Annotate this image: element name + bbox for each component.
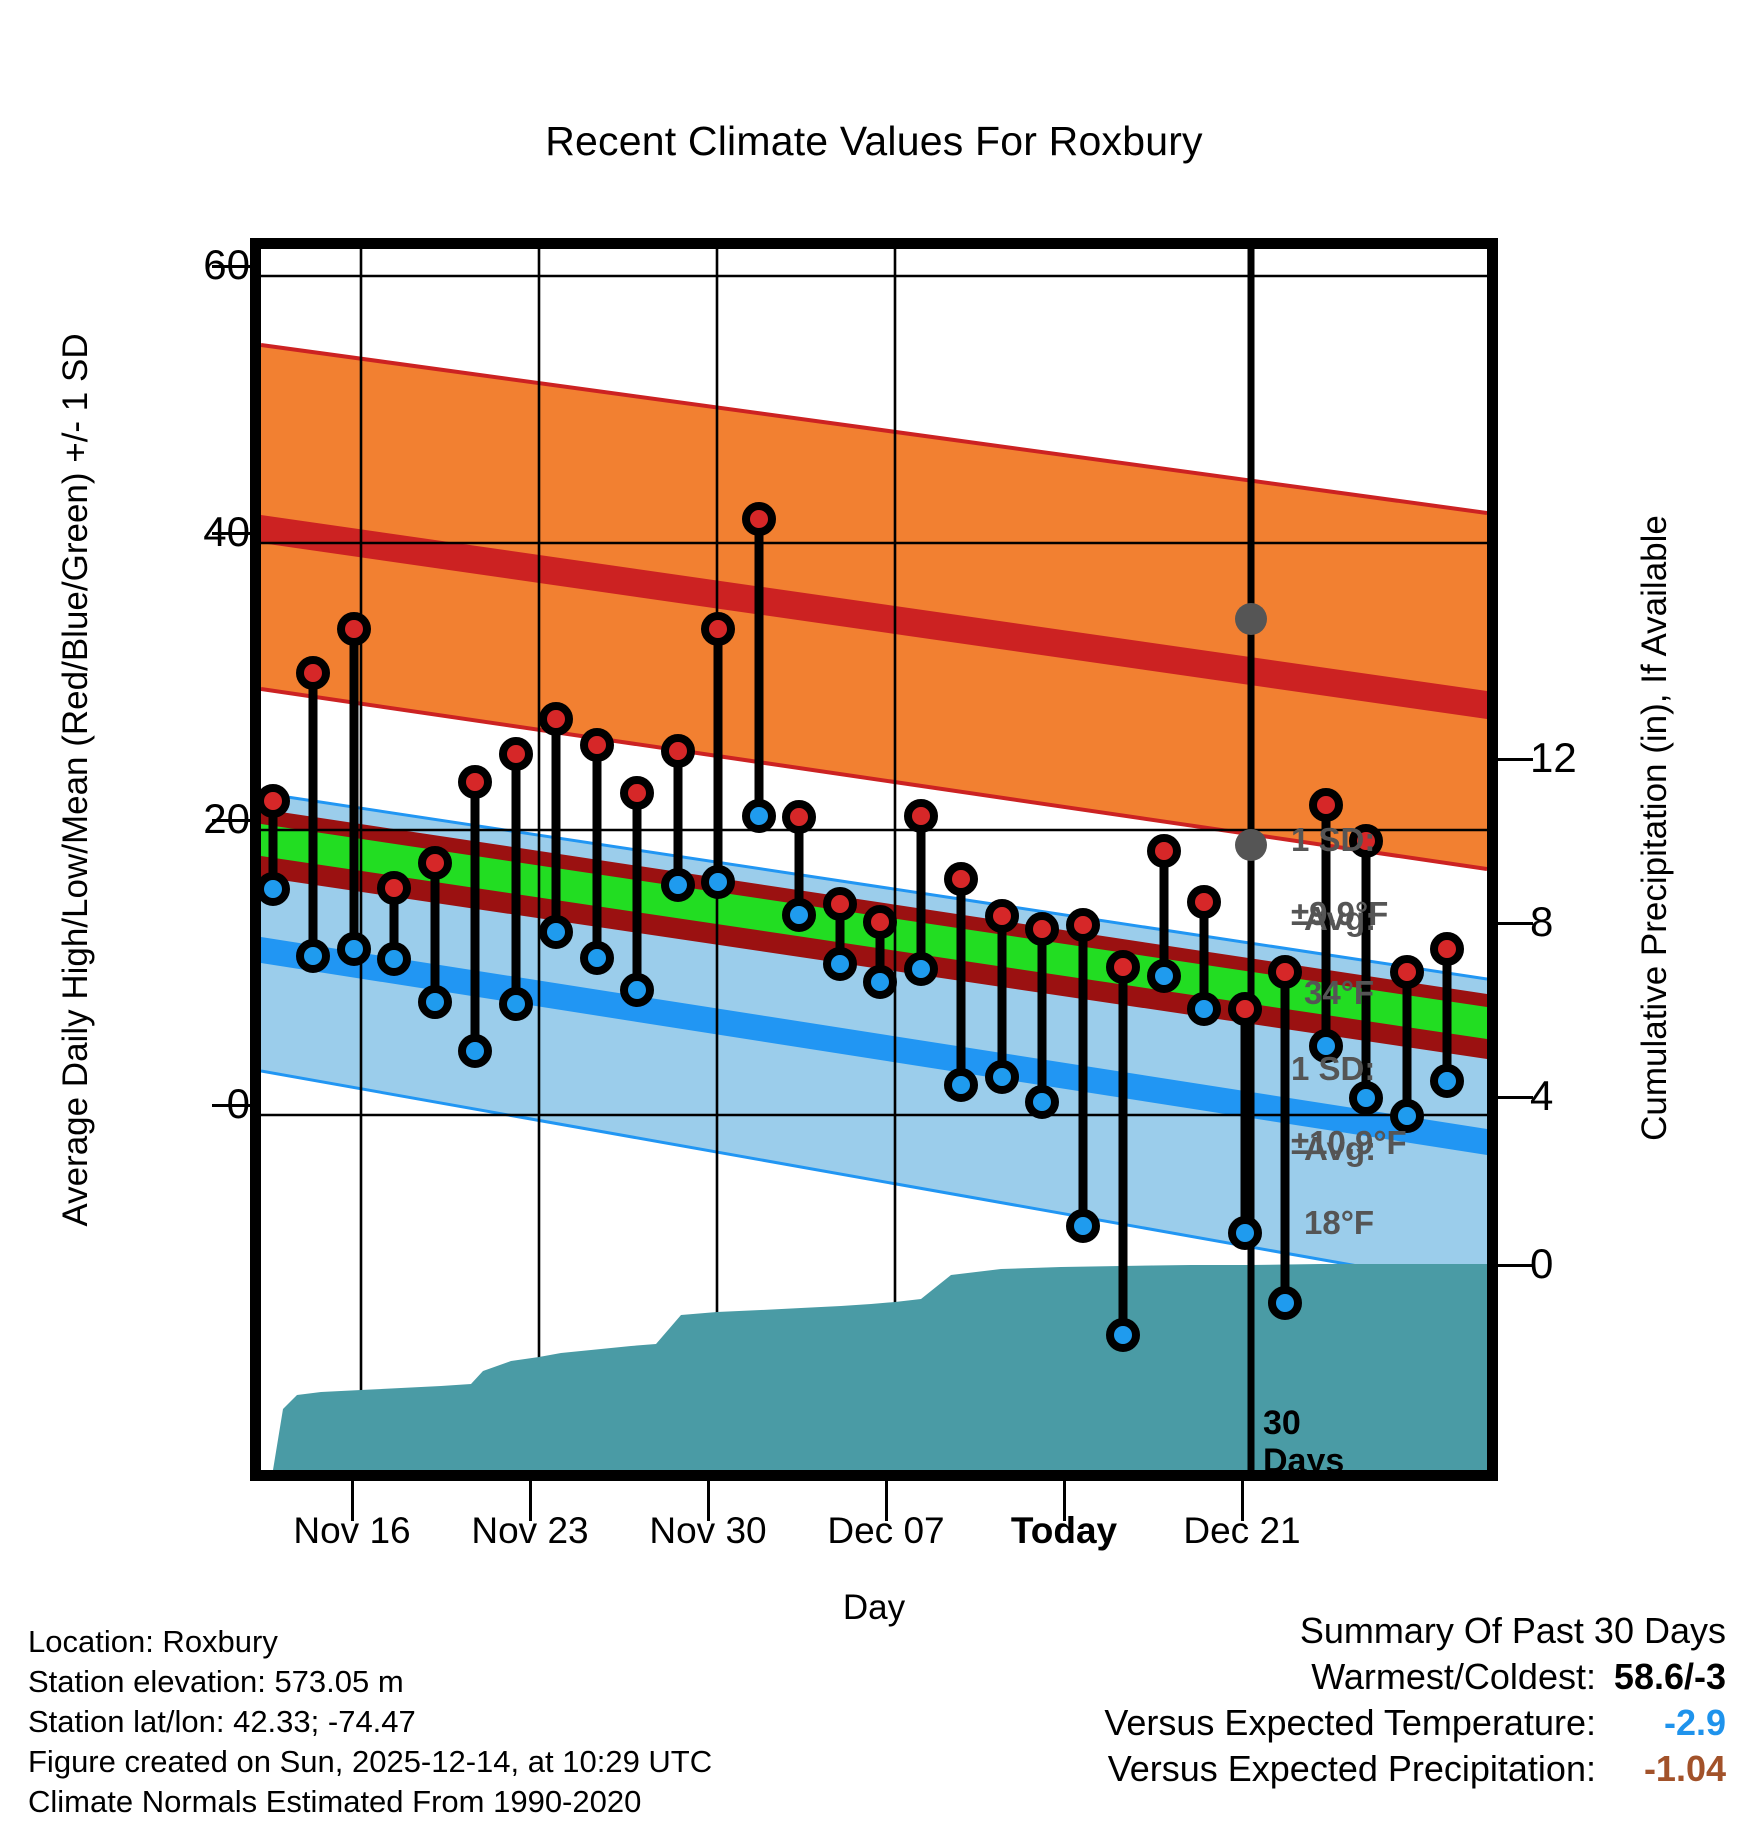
observation-stems [268,519,1452,1335]
precip-area [273,1264,1487,1470]
high-sd-annotation-real: 1 SD: ±9.9°F [1291,785,1388,933]
x-tick-label-today: Today [1010,1510,1118,1551]
x-tick-label-nov16: Nov 16 [293,1510,411,1551]
x-tick-mark-nov30 [707,1481,710,1521]
x-tick-label-nov30: Nov 30 [649,1510,767,1551]
x-tick-label-dec21: Dec 21 [1183,1510,1301,1551]
page-title: Recent Climate Values For Roxbury [545,118,1203,164]
y-tick-left-0: 0 [90,1083,250,1125]
high-sd-lower-edge [261,687,1487,871]
high-sd-label-text: 1 SD: [1291,820,1376,858]
low-markers [261,799,1464,1352]
y-tick-right-0: 0 [1530,1240,1554,1287]
high-sd-upper-edge [261,343,1487,515]
x-tick-label-dec07: Dec 07 [827,1510,945,1551]
summary-vs-precip-label: Versus Expected Precipitation: [1107,1748,1596,1790]
low-sd-annotation: 1 SD: ±10.9°F [1291,1014,1407,1162]
y-tick-right-12: 12 [1530,734,1577,781]
metadata-normals: Climate Normals Estimated From 1990-2020 [28,1783,642,1819]
low-sd-value-text: ±10.9°F [1291,1123,1407,1161]
summary-warmest-coldest-value: 58.6/-3 [1613,1656,1726,1698]
summary-warmest-coldest-label: Warmest/Coldest: [1311,1656,1596,1698]
high-avg-value-text: 34°F [1304,973,1375,1011]
low-avg-annotation: Avg: 18°F [1304,1094,1376,1242]
summary-block: Summary Of Past 30 Days Warmest/Coldest:… [1104,1608,1726,1792]
y-tick-right-4: 4 [1530,1072,1554,1119]
x-tick-mark-nov16 [351,1481,354,1521]
metadata-elevation: Station elevation: 573.05 m [28,1663,404,1699]
summary-vs-temp-value: -2.9 [1663,1702,1726,1744]
normal-high-mean-line [261,515,1487,719]
y-tick-mark-left-40 [212,532,252,535]
y-tick-mark-right-0 [1498,1264,1533,1267]
y-tick-mark-left-60 [212,265,252,268]
low-avg-label-text: Avg: [1304,1129,1377,1167]
y-tick-mark-right-4 [1498,1096,1533,1099]
summary-heading: Summary Of Past 30 Days [1299,1610,1726,1651]
plot-area: 1 SD: ±9.9°F 1 SD: ±9.9°F Avg: 34°F 1 SD:… [250,238,1498,1481]
high-markers [261,502,1464,1026]
metadata-created: Figure created on Sun, 2025-12-14, at 10… [28,1743,713,1779]
metadata-latlon: Station lat/lon: 42.33; -74.47 [28,1703,416,1739]
summary-vs-precip-value: -1.04 [1643,1748,1726,1790]
y-tick-mark-left-20 [212,819,252,822]
x-tick-mark-dec21 [1241,1481,1244,1521]
low-avg-value-text: 18°F [1304,1203,1375,1241]
y-tick-left-20: 20 [203,795,250,842]
y-tick-mark-left-0 [212,1104,252,1107]
x-axis-label: Day [842,1588,906,1627]
high-avg-annotation: Avg: 34°F [1304,864,1376,1012]
x-tick-label-nov23: Nov 23 [471,1510,589,1551]
high-sd-value-text: ±9.9°F [1291,894,1389,932]
metadata-block: Location: Roxbury Station elevation: 573… [28,1622,712,1822]
y-tick-mark-right-8 [1498,922,1533,925]
today-normal-markers [1235,603,1267,861]
plot-graphics [261,249,1487,1470]
summary-warmest-coldest: Warmest/Coldest: 58.6/-3 [1104,1654,1726,1700]
y-tick-right-8: 8 [1530,898,1554,945]
summary-vs-precip: Versus Expected Precipitation: -1.04 [1104,1746,1726,1792]
summary-vs-temp-label: Versus Expected Temperature: [1104,1702,1596,1744]
high-avg-label-text: Avg: [1304,899,1377,937]
summary-vs-temp: Versus Expected Temperature: -2.9 [1104,1700,1726,1746]
metadata-location: Location: Roxbury [28,1624,278,1659]
x-tick-mark-nov23 [529,1481,532,1521]
y-tick-mark-right-12 [1498,758,1533,761]
low-sd-label-text: 1 SD: [1291,1049,1376,1087]
x-tick-mark-today [1063,1481,1066,1521]
precip-window-annotation: 30 Days [1263,1404,1345,1481]
y-axis-right-label: Cumulative Precipitation (in), If Availa… [1635,515,1674,1141]
normal-low-mean-line [261,937,1487,1155]
y-tick-left-60: 60 [203,241,250,288]
y-tick-left-40: 40 [203,508,250,555]
x-tick-mark-dec07 [885,1481,888,1521]
low-sd-upper-edge [261,791,1487,981]
